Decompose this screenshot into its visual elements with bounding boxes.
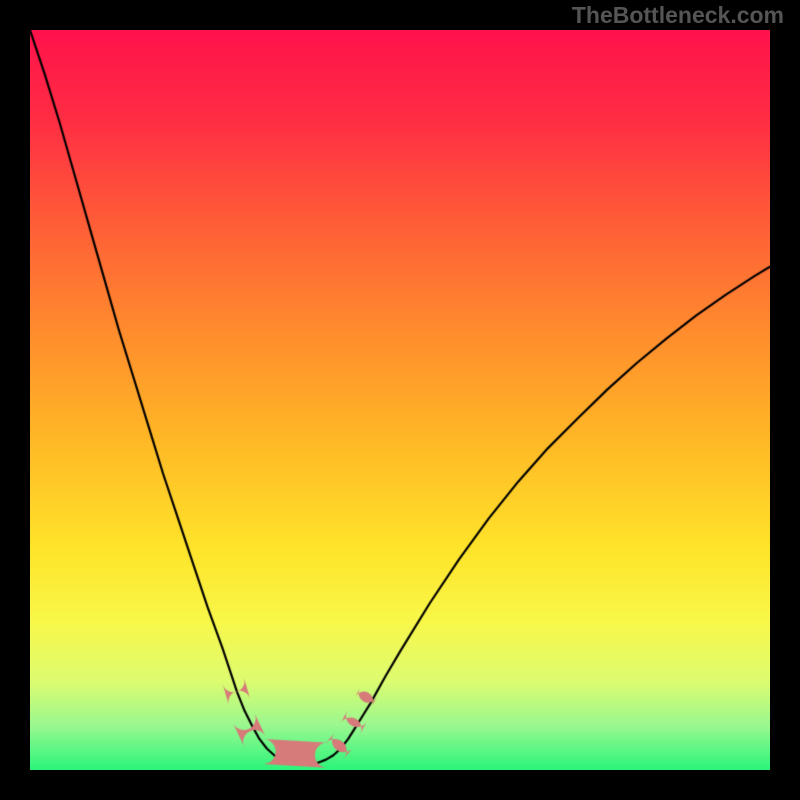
bottleneck-curve <box>30 30 770 770</box>
plot-area <box>30 30 770 770</box>
watermark-text: TheBottleneck.com <box>572 2 784 29</box>
stage: TheBottleneck.com <box>0 0 800 800</box>
